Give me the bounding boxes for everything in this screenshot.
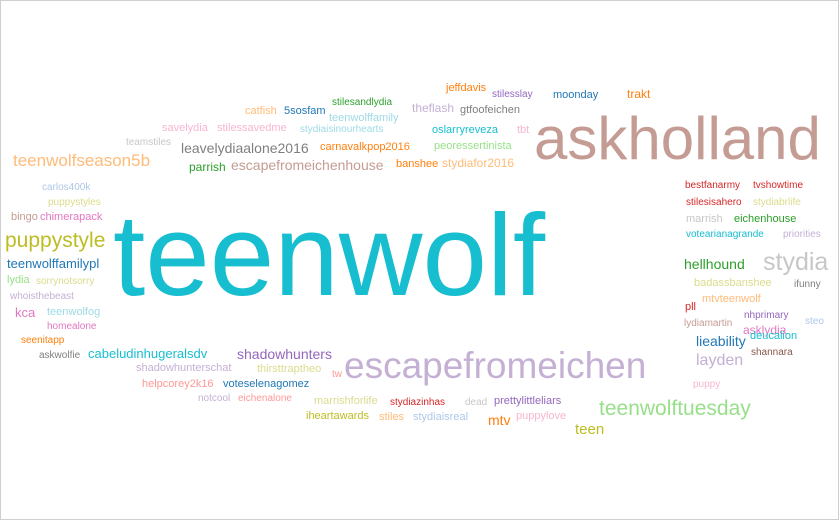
word: jeffdavis [446,82,487,94]
word: stilesisahero [686,197,742,208]
word: notcool [198,393,231,404]
word: stydiaisreal [413,411,469,423]
word: stiles [379,411,405,423]
word: teenwolffamily [329,112,399,124]
word: homealone [47,321,97,332]
word: askholland [534,105,821,172]
word: voteselenagomez [223,378,310,390]
word: savelydia [162,122,208,134]
word: bestfanarmy [685,180,741,191]
word: tbt [517,124,530,136]
word: moonday [553,89,599,101]
word: catfish [245,105,277,117]
word: hellhound [684,256,745,272]
word: deucalion [750,330,798,342]
word: puppystyles [48,197,101,208]
word: marrish [686,213,723,225]
word: teenwolf [113,190,546,320]
word: banshee [396,158,439,170]
word: 5sosfam [284,105,326,117]
word: gtfoofeichen [460,104,520,116]
word: shadowhunterschat [136,362,232,374]
word: askwolfie [39,350,81,361]
word: escapefromeichen [344,345,647,386]
word: sorrynotsorry [36,276,95,287]
word: lydia [7,274,30,286]
word: shannara [751,347,793,358]
word: escapefromeichenhouse [231,157,384,173]
word: marrishforlife [314,395,378,407]
word: tvshowtime [753,180,804,191]
word: stilessavedme [217,122,287,134]
word: nhprimary [744,310,789,321]
word: priorities [783,229,821,240]
word: shadowhunters [237,346,332,362]
word: lydiamartin [684,318,733,329]
word: badassbanshee [694,277,772,289]
word: stydia [763,248,829,276]
word: layden [696,352,744,369]
word: stydiaisinourhearts [300,124,384,135]
word: trakt [627,87,651,101]
word: teamstiles [126,137,172,148]
word: stydiafor2016 [442,156,515,170]
word: votearianagrande [686,229,764,240]
word: cabeludinhugeralsdv [88,346,208,361]
word: stydiazinhas [390,397,446,408]
word: puppystyle [5,229,106,252]
word: oslarryreveza [432,124,499,136]
word: teen [575,421,605,438]
word: mtvteenwolf [702,293,761,305]
word: bingo [11,211,38,223]
word: eichenalone [238,393,292,404]
word: pll [685,301,697,313]
word: thirsttraptheo [257,363,322,375]
word: puppylove [516,410,567,422]
word: kca [15,305,36,320]
word: iheartawards [306,410,369,422]
word: seenitapp [21,335,65,346]
word: teenwolfseason5b [13,151,151,170]
word: chimerapack [40,211,103,223]
word: peoressertinista [434,140,512,152]
word: eichenhouse [734,213,797,225]
word: leavelydiaalone2016 [181,140,309,156]
word: teenwolfog [47,306,101,318]
word: puppy [693,379,721,390]
word: parrish [189,160,226,174]
word: stydiabrlife [753,197,801,208]
word: teenwolftuesday [599,397,751,420]
word: whoisthebeast [10,291,74,302]
word: teenwolffamilypl [7,256,100,271]
word: carnavalkpop2016 [320,141,410,153]
word: tw [332,369,342,380]
word: lieability [696,333,746,349]
word: mtv [488,412,511,428]
word: helpcorey2k16 [142,378,214,390]
word: dead [465,397,488,408]
word: carlos400k [42,182,91,193]
word: prettylittleliars [494,395,562,407]
word: stilesandlydia [332,97,393,108]
word: steo [805,316,824,327]
word: stilesslay [492,89,533,100]
word: theflash [412,101,455,115]
word: asklydia [743,323,787,337]
word: ifunny [794,279,821,290]
